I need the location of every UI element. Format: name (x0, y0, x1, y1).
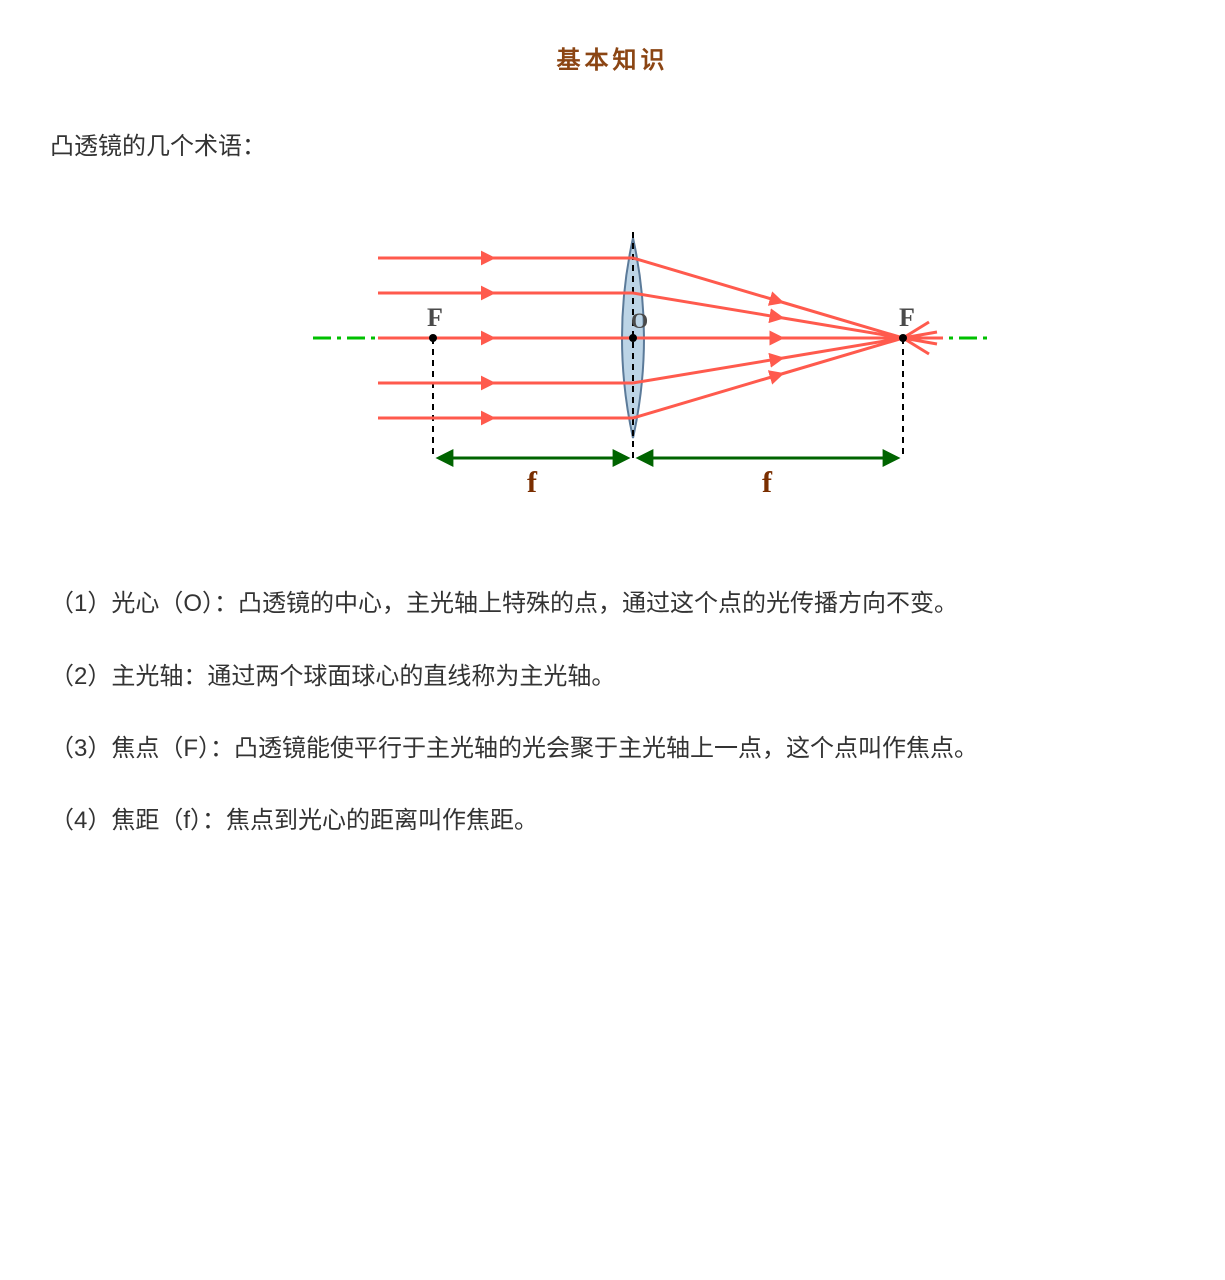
svg-text:f: f (527, 466, 538, 499)
svg-text:F: F (899, 303, 915, 332)
svg-text:O: O (631, 308, 648, 333)
definition-item: （1）光心（O）：凸透镜的中心，主光轴上特殊的点，通过这个点的光传播方向不变。 (50, 573, 1175, 635)
lens-diagram: F O Ff f (50, 198, 1175, 523)
lens-svg: F O Ff f (203, 198, 1023, 518)
definitions-list: （1）光心（O）：凸透镜的中心，主光轴上特殊的点，通过这个点的光传播方向不变。 … (50, 573, 1175, 853)
definition-item: （4）焦距（f）：焦点到光心的距离叫作焦距。 (50, 790, 1175, 852)
definition-item: （3）焦点（F）：凸透镜能使平行于主光轴的光会聚于主光轴上一点，这个点叫作焦点。 (50, 718, 1175, 780)
section-title: 基本知识 (50, 40, 1175, 75)
svg-text:F: F (427, 303, 443, 332)
intro-text: 凸透镜的几个术语： (50, 125, 1175, 168)
svg-text:f: f (762, 466, 773, 499)
definition-item: （2）主光轴：通过两个球面球心的直线称为主光轴。 (50, 646, 1175, 708)
